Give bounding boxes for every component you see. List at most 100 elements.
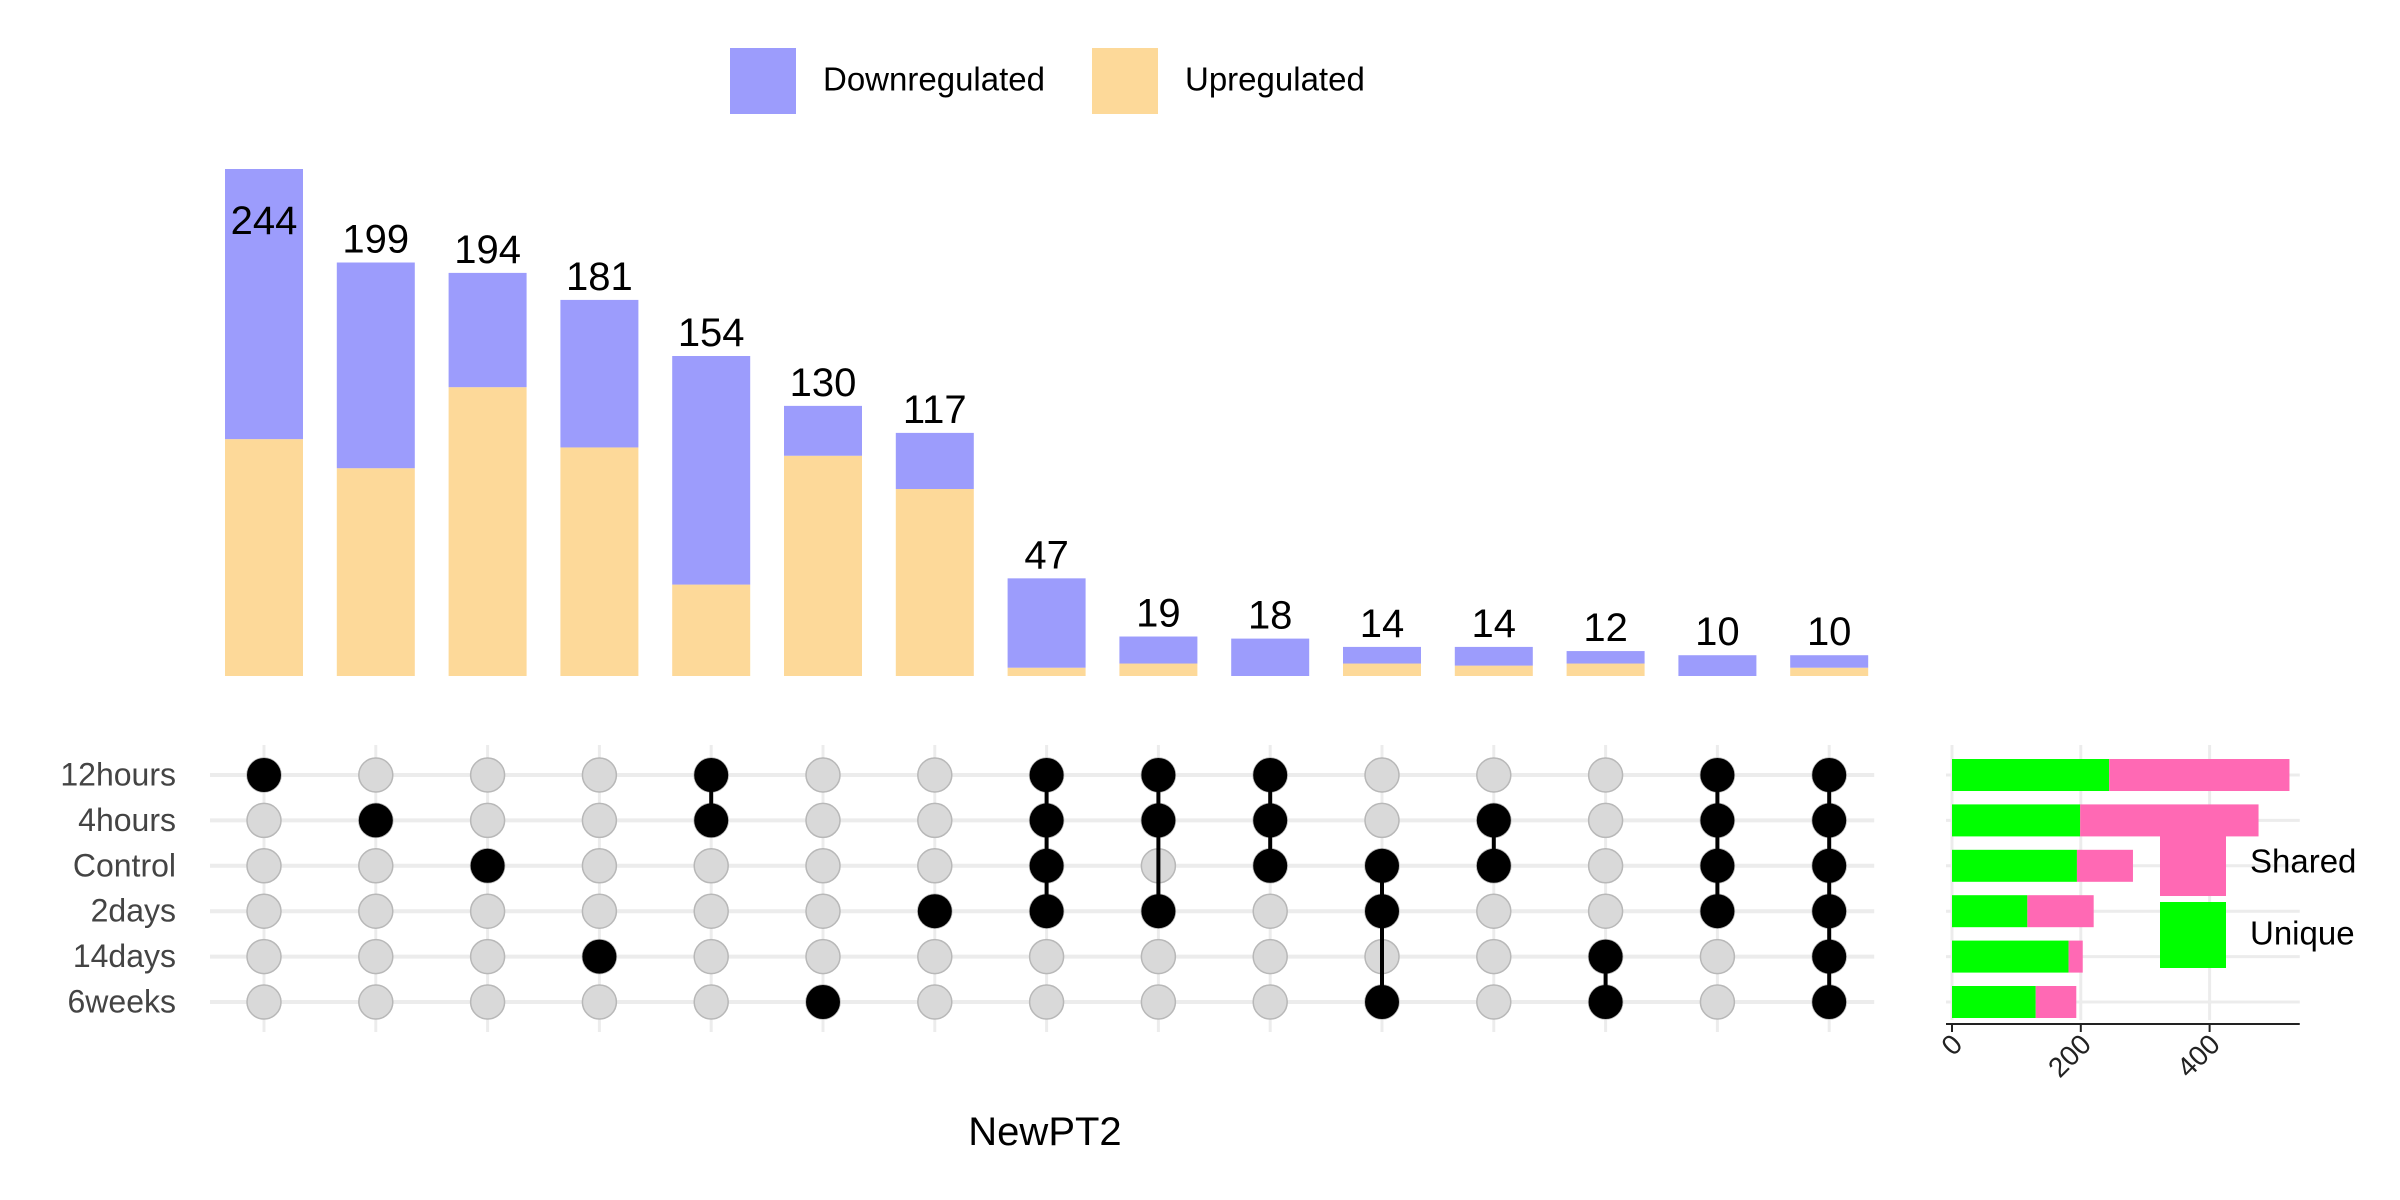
matrix-dot-inactive [917,938,953,975]
matrix-dot-active [917,894,952,929]
matrix-dot-active [694,758,729,792]
bar-upregulated [560,447,639,676]
bar-downregulated [1566,651,1645,664]
setsize-bar-shared [2076,849,2133,882]
matrix-dot-active [1812,803,1847,838]
matrix-dot-active [1476,848,1511,883]
matrix-dot-inactive [805,893,841,929]
matrix-dot-active [1700,803,1735,838]
bar-upregulated [672,584,751,676]
bar-value-label: 14 [1472,602,1517,646]
bar-value-label: 12 [1583,606,1628,650]
matrix-dot-inactive [693,848,729,884]
setsize-bar-shared [2068,940,2083,973]
matrix-dot-active [358,803,393,838]
matrix-dot-inactive [358,757,394,793]
intersection-bars: 244 199 194 181 154 130 117 47 19 18 14 14 12 10 10 [225,169,1869,676]
bar-value-label: 10 [1695,610,1740,654]
x-axis-title: NewPT2 [968,1110,1121,1154]
matrix-dot-inactive [805,757,841,793]
matrix-dot-inactive [1140,984,1177,1020]
matrix-dot-active [1812,894,1847,929]
bar-downregulated [448,272,527,388]
matrix-dot-inactive [917,802,953,839]
bar-upregulated [448,387,527,676]
setsize-bar-unique [1952,940,2069,973]
matrix-dot-active [1141,803,1176,838]
setsize-tick-label: 0 [1935,1028,1968,1061]
bar-downregulated [784,405,862,456]
set-label-12hours: 12hours [60,756,176,792]
matrix-dot-inactive [693,938,729,975]
matrix-dot-inactive [1587,848,1624,884]
legend-swatch-upregulated [1092,48,1158,114]
bar-upregulated [784,455,862,676]
set-size-panel: 0 200 400 [1935,745,2300,1083]
bar-value-label: 117 [903,388,967,432]
setsize-bar-shared [2035,986,2077,1018]
matrix-dot-inactive [581,757,618,793]
legend-label-unique: Unique [2250,915,2355,952]
matrix-dot-active [1253,758,1288,792]
bar-downregulated [336,262,415,469]
setsize-bar-unique [1952,849,2077,882]
legend-top: Downregulated Upregulated [730,48,1365,114]
bar-downregulated [1343,646,1421,664]
set-label-4hours: 4hours [78,802,176,838]
matrix-dot-inactive [1364,802,1400,839]
matrix-dot-active [1812,848,1847,883]
matrix-dot-inactive [1252,893,1288,929]
setsize-bar-unique [1952,759,2110,791]
matrix-dot-active [1029,894,1064,929]
bar-value-label: 18 [1248,594,1293,638]
matrix-dot-active [1141,758,1176,792]
bar-downregulated [1119,636,1198,664]
setsize-tick-label: 400 [2171,1028,2226,1083]
matrix-dot-inactive [358,848,394,884]
matrix-dot-inactive [1476,938,1512,975]
matrix-dot-inactive [1252,984,1288,1020]
matrix-dot-inactive [1364,757,1400,793]
legend-label-downregulated: Downregulated [823,61,1045,98]
matrix-dot-inactive [1028,938,1065,975]
bar-upregulated [336,468,415,676]
matrix-dot-active [1029,803,1064,838]
set-label-2days: 2days [91,893,176,929]
bar-upregulated [895,488,974,676]
matrix-dot-active [1365,985,1399,1019]
matrix-dot-inactive [469,802,506,839]
legend-label-upregulated: Upregulated [1185,61,1365,98]
matrix-dot-inactive [917,757,953,793]
setsize-bar-shared [2109,759,2290,791]
intersection-matrix: 12hours 4hours Control 2days 14days 6weeks [60,745,1875,1032]
matrix-dot-active [1029,848,1064,883]
legend-side: Shared Unique [2160,830,2356,968]
matrix-dot-inactive [246,893,282,929]
bar-downregulated [1007,578,1086,668]
matrix-dot-active [1700,894,1735,929]
bar-value-label: 19 [1136,592,1181,636]
bar-upregulated [1007,667,1086,676]
matrix-dot-active [1812,939,1847,974]
bar-upregulated [1566,663,1645,676]
matrix-dot-inactive [1587,757,1624,793]
matrix-dot-active [1029,758,1064,792]
bar-value-label: 14 [1360,602,1405,646]
matrix-dot-inactive [917,984,953,1020]
matrix-dot-active [806,985,840,1019]
matrix-dot-inactive [246,938,282,975]
bar-value-label: 154 [678,311,745,355]
matrix-dot-active [1588,985,1623,1019]
matrix-dot-active [1476,803,1511,838]
matrix-dot-inactive [1028,984,1065,1020]
matrix-dot-active [1700,758,1735,792]
matrix-dot-active [1365,848,1399,883]
bar-value-label: 244 [231,199,298,243]
bar-value-label: 47 [1024,533,1069,577]
matrix-dot-active [1812,758,1847,792]
matrix-dot-inactive [693,984,729,1020]
matrix-dot-inactive [1476,757,1512,793]
matrix-dot-inactive [805,848,841,884]
matrix-dot-active [1812,985,1847,1019]
matrix-dot-inactive [1476,984,1512,1020]
